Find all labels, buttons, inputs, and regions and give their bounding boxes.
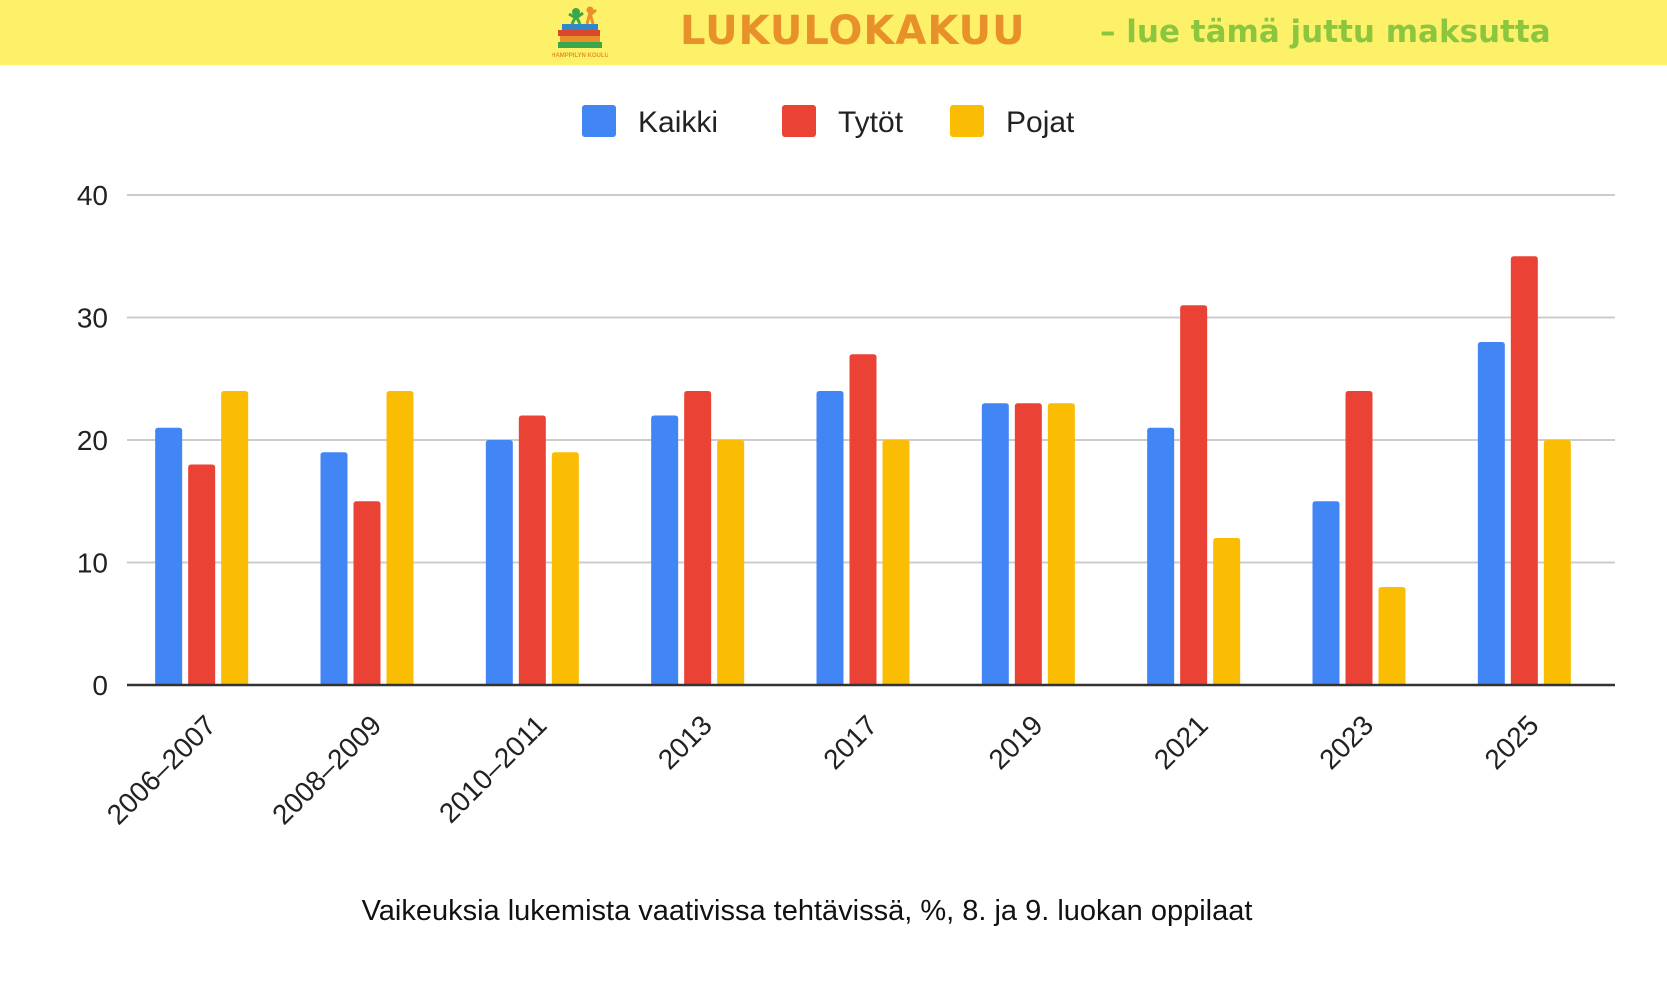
y-tick-label: 40 [77, 180, 108, 211]
y-tick-label: 20 [77, 425, 108, 456]
legend-swatch-kaikki [582, 105, 616, 137]
y-tick-label: 0 [92, 670, 108, 701]
bar-tytöt-2019 [1014, 403, 1042, 685]
chart-legend: Kaikki Tytöt Pojat [582, 105, 1075, 139]
x-axis-ticks: 2006–2007 2008–2009 2010–2011 2013 2017 2019 2… [101, 709, 1545, 830]
svg-text:HAMPPILYN KOULU: HAMPPILYN KOULU [552, 53, 608, 59]
banner-subtitle-link[interactable]: – lue tämä juttu maksutta [1100, 14, 1551, 50]
bar-kaikki-2013 [651, 415, 679, 685]
bar-kaikki-2025 [1477, 342, 1505, 685]
bar-tytöt-2017 [849, 354, 877, 685]
chart-caption: Vaikeuksia lukemista vaativissa tehtävis… [362, 895, 1253, 927]
bar-kaikki-2021 [1147, 427, 1175, 685]
y-tick-label: 30 [77, 303, 108, 334]
x-tick-label: 2017 [817, 709, 883, 775]
bar-pojat-2013 [717, 440, 745, 685]
bar-pojat-2019 [1047, 403, 1075, 685]
bar-pojat-2008–2009 [386, 391, 414, 685]
bar-pojat-2023 [1378, 587, 1406, 685]
reading-kids-books-logo-icon: HAMPPILYN KOULU [552, 6, 608, 59]
legend-label-tytöt: Tytöt [838, 106, 904, 139]
bar-kaikki-2010–2011 [485, 440, 513, 685]
x-tick-label: 2006–2007 [101, 709, 222, 830]
bar-tytöt-2006–2007 [188, 464, 216, 685]
bar-kaikki-2006–2007 [155, 427, 183, 685]
y-axis-ticks: 0 10 20 30 40 [77, 180, 108, 701]
y-tick-label: 10 [77, 548, 108, 579]
bar-chart: Kaikki Tytöt Pojat 0 10 20 30 40 2006–2007 2008… [77, 105, 1615, 927]
bar-tytöt-2010–2011 [518, 415, 546, 685]
chart-bars [155, 256, 1571, 685]
x-tick-label: 2025 [1479, 709, 1545, 775]
bar-tytöt-2023 [1345, 391, 1373, 685]
top-banner: HAMPPILYN KOULU LUKULOKAKUU – lue tämä j… [0, 0, 1667, 65]
legend-label-kaikki: Kaikki [638, 106, 718, 139]
bar-pojat-2025 [1543, 440, 1571, 685]
x-tick-label: 2010–2011 [433, 709, 553, 829]
bar-pojat-2006–2007 [221, 391, 249, 685]
bar-kaikki-2017 [816, 391, 844, 685]
x-tick-label: 2013 [652, 709, 718, 775]
bar-tytöt-2008–2009 [353, 501, 381, 685]
legend-label-pojat: Pojat [1006, 106, 1075, 139]
bar-tytöt-2021 [1180, 305, 1208, 685]
bar-pojat-2021 [1213, 538, 1241, 685]
bar-pojat-2017 [882, 440, 910, 685]
x-tick-label: 2023 [1313, 709, 1379, 775]
bar-pojat-2010–2011 [551, 452, 579, 685]
bar-tytöt-2013 [684, 391, 712, 685]
banner-title: LUKULOKAKUU [680, 8, 1026, 54]
legend-swatch-pojat [950, 105, 984, 137]
x-tick-label: 2008–2009 [266, 709, 387, 830]
bar-tytöt-2025 [1510, 256, 1538, 685]
x-tick-label: 2019 [983, 709, 1049, 775]
bar-kaikki-2008–2009 [320, 452, 348, 685]
bar-kaikki-2023 [1312, 501, 1340, 685]
x-tick-label: 2021 [1148, 709, 1214, 775]
bar-kaikki-2019 [981, 403, 1009, 685]
legend-swatch-tytöt [782, 105, 816, 137]
